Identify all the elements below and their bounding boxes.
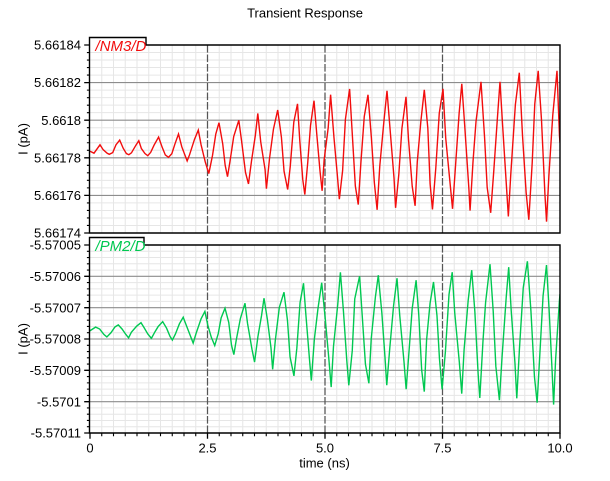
svg-text:time (ns): time (ns) <box>299 456 350 471</box>
svg-text:5.66182: 5.66182 <box>34 75 81 90</box>
svg-text:5.66174: 5.66174 <box>34 226 81 241</box>
svg-text:-5.57007: -5.57007 <box>30 300 81 315</box>
svg-text:/NM3/D: /NM3/D <box>95 38 147 55</box>
svg-text:5.66178: 5.66178 <box>34 150 81 165</box>
svg-text:I (pA): I (pA) <box>16 123 31 155</box>
svg-text:/PM2/D: /PM2/D <box>95 238 146 255</box>
svg-text:5.0: 5.0 <box>316 441 334 456</box>
svg-text:-5.57009: -5.57009 <box>30 363 81 378</box>
svg-text:7.5: 7.5 <box>433 441 451 456</box>
svg-text:10.0: 10.0 <box>547 441 572 456</box>
svg-text:2.5: 2.5 <box>198 441 216 456</box>
svg-text:-5.57005: -5.57005 <box>30 238 81 253</box>
svg-text:Transient Response: Transient Response <box>247 6 363 21</box>
svg-text:5.6618: 5.6618 <box>41 113 81 128</box>
svg-text:0: 0 <box>86 441 93 456</box>
svg-text:5.66176: 5.66176 <box>34 188 81 203</box>
svg-text:-5.57006: -5.57006 <box>30 269 81 284</box>
svg-text:-5.57011: -5.57011 <box>31 426 81 441</box>
svg-text:I (pA): I (pA) <box>16 323 31 355</box>
svg-text:-5.57008: -5.57008 <box>30 332 81 347</box>
svg-text:-5.5701: -5.5701 <box>37 394 81 409</box>
svg-text:5.66184: 5.66184 <box>34 38 81 53</box>
